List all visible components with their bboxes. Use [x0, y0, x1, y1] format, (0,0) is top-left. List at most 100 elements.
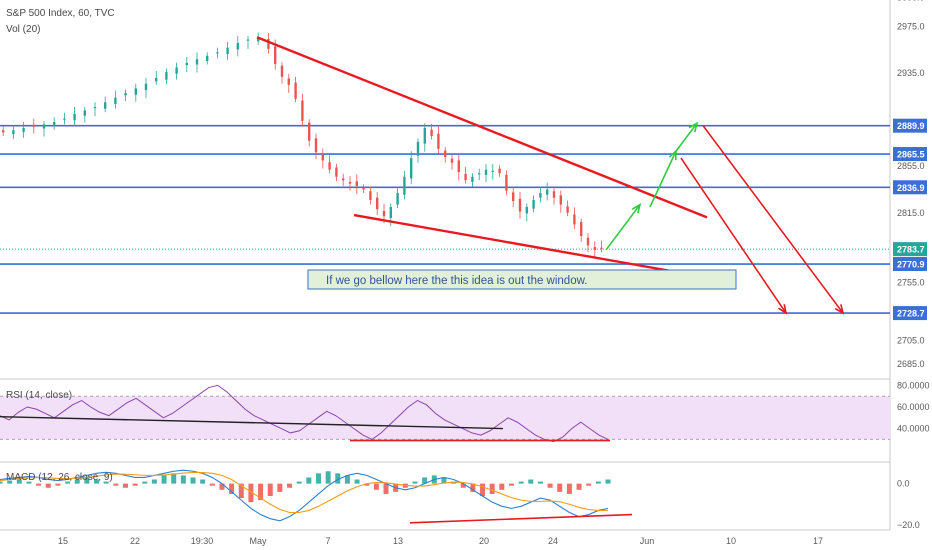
candle-body	[437, 133, 440, 149]
candle-body	[369, 191, 372, 200]
time-tick-label: 20	[479, 536, 489, 546]
candle-body	[53, 122, 56, 127]
macd-histogram-bar	[306, 477, 312, 484]
candle-body	[321, 154, 324, 161]
macd-histogram-bar	[595, 481, 601, 484]
candle-body	[396, 192, 399, 205]
down-arrow-1	[702, 125, 844, 314]
candle-body	[294, 82, 297, 99]
macd-histogram-bar	[267, 483, 273, 496]
macd-histogram-bar	[566, 483, 572, 494]
macd-histogram-bar	[364, 483, 370, 486]
macd-histogram-bar	[180, 475, 186, 484]
macd-histogram-bar	[190, 477, 196, 484]
up-arrow-1-head	[631, 202, 642, 214]
candle-body	[267, 38, 270, 49]
candle-body	[236, 43, 239, 50]
lower-wedge-trendline	[353, 213, 691, 276]
macd-histogram-bar	[94, 479, 100, 484]
time-tick-label: May	[249, 536, 267, 546]
macd-histogram-bar	[277, 483, 283, 492]
macd-histogram-bar	[45, 483, 51, 488]
macd-divergence-line	[409, 513, 633, 524]
annotation-text: If we go bellow here the this idea is ou…	[326, 275, 587, 287]
macd-histogram-bar	[258, 483, 264, 501]
macd-histogram-bar	[36, 483, 42, 486]
up-arrow-1	[605, 204, 641, 251]
candle-body	[287, 78, 290, 85]
macd-histogram-bar	[383, 483, 389, 494]
candle-body	[342, 178, 345, 181]
candle-body	[580, 222, 583, 237]
macd-histogram-bar	[161, 475, 167, 484]
level-badge	[893, 257, 927, 272]
price-pane	[0, 32, 890, 315]
macd-histogram-bar	[0, 481, 3, 484]
rsi-tick-label: 60.0000	[897, 402, 930, 412]
level-badge	[893, 118, 927, 133]
candle-body	[546, 189, 549, 195]
candle-body	[444, 150, 447, 157]
candle-body	[134, 88, 137, 95]
level-badge	[893, 306, 927, 321]
macd-histogram-bar	[557, 483, 563, 492]
last-price-badge	[893, 242, 927, 257]
price-tick-label: 2855.0	[897, 161, 925, 171]
macd-histogram-bar	[528, 479, 534, 484]
candle-body	[175, 67, 178, 74]
macd-histogram-bar	[518, 481, 524, 484]
macd-histogram-bar	[55, 483, 61, 486]
level-badge	[893, 147, 927, 162]
time-tick-label: 19:30	[191, 536, 214, 546]
time-tick-label: 13	[393, 536, 403, 546]
macd-histogram-bar	[373, 483, 379, 490]
volume-legend[interactable]: Vol (20)	[6, 24, 40, 35]
candle-body	[423, 127, 426, 144]
candle-body	[348, 181, 352, 184]
rsi-legend[interactable]: RSI (14, close)	[6, 390, 72, 401]
price-tick-label: 3000.0	[897, 0, 925, 3]
macd-histogram-bar	[200, 479, 206, 484]
macd-histogram-bar	[132, 483, 138, 486]
rsi-line	[0, 384, 609, 443]
candle-body	[491, 170, 494, 172]
candle-body	[226, 47, 229, 55]
annotation-box[interactable]	[307, 269, 737, 290]
price-tick-label: 2935.0	[897, 68, 925, 78]
macd-histogram-bar	[441, 477, 447, 484]
candle-body	[274, 46, 277, 64]
level-badge	[893, 180, 927, 195]
candle-body	[335, 167, 338, 177]
candle-body	[416, 141, 420, 156]
macd-histogram-bar	[412, 481, 418, 484]
macd-histogram-bar	[586, 483, 592, 486]
candle-body	[314, 138, 318, 153]
time-tick-label: 24	[548, 536, 558, 546]
price-tick-label: 2755.0	[897, 278, 925, 288]
candle-body	[600, 247, 603, 249]
level-badge-label: 2836.9	[897, 183, 925, 193]
candle-body	[559, 195, 562, 205]
time-tick-label: 7	[325, 536, 330, 546]
price-tick-label: 2705.0	[897, 336, 925, 346]
macd-histogram-bar	[315, 473, 321, 484]
macd-histogram-bar	[103, 481, 109, 484]
candle-body	[93, 106, 97, 109]
macd-histogram-bar	[84, 477, 90, 484]
macd-histogram-bar	[480, 483, 486, 496]
candle-body	[195, 59, 199, 65]
macd-histogram-bar	[296, 481, 302, 484]
chart-title: S&P 500 Index, 60, TVC	[6, 8, 115, 19]
macd-histogram-bar	[422, 477, 428, 484]
macd-histogram-bar	[238, 483, 244, 499]
price-tick-label: 2685.0	[897, 359, 925, 369]
candle-body	[42, 124, 46, 129]
candle-body	[206, 55, 209, 62]
macd-histogram-bar	[470, 483, 476, 492]
macd-legend[interactable]: MACD (12, 26, close, 9)	[6, 472, 113, 483]
signal-line	[0, 471, 608, 514]
macd-histogram-bar	[537, 481, 543, 484]
candle-body	[586, 237, 590, 246]
candle-body	[362, 187, 365, 190]
